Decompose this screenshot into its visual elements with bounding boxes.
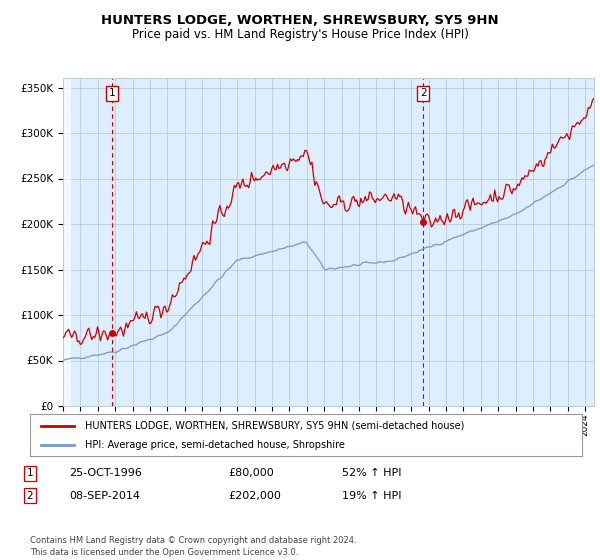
Text: 2: 2 <box>420 88 427 98</box>
Text: HUNTERS LODGE, WORTHEN, SHREWSBURY, SY5 9HN: HUNTERS LODGE, WORTHEN, SHREWSBURY, SY5 … <box>101 14 499 27</box>
Text: 25-OCT-1996: 25-OCT-1996 <box>69 468 142 478</box>
Text: £202,000: £202,000 <box>228 491 281 501</box>
Text: HPI: Average price, semi-detached house, Shropshire: HPI: Average price, semi-detached house,… <box>85 440 345 450</box>
Text: 1: 1 <box>26 468 34 478</box>
Text: £80,000: £80,000 <box>228 468 274 478</box>
Text: HUNTERS LODGE, WORTHEN, SHREWSBURY, SY5 9HN (semi-detached house): HUNTERS LODGE, WORTHEN, SHREWSBURY, SY5 … <box>85 421 464 431</box>
Text: 2: 2 <box>26 491 34 501</box>
Text: 52% ↑ HPI: 52% ↑ HPI <box>342 468 401 478</box>
Text: Contains HM Land Registry data © Crown copyright and database right 2024.
This d: Contains HM Land Registry data © Crown c… <box>30 536 356 557</box>
Text: 08-SEP-2014: 08-SEP-2014 <box>69 491 140 501</box>
Text: 19% ↑ HPI: 19% ↑ HPI <box>342 491 401 501</box>
Text: Price paid vs. HM Land Registry's House Price Index (HPI): Price paid vs. HM Land Registry's House … <box>131 28 469 41</box>
Text: 1: 1 <box>109 88 115 98</box>
